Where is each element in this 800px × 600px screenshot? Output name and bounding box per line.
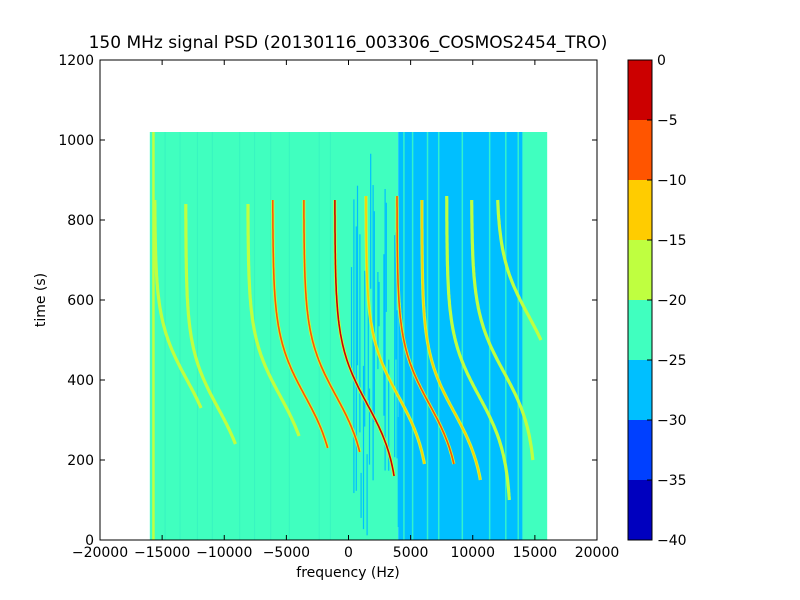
colorbar-tick-label: −40 [657, 533, 687, 549]
noise-streak [461, 132, 464, 540]
noise-streak [196, 132, 198, 540]
x-axis-label: frequency (Hz) [296, 565, 399, 581]
noise-streak [355, 226, 357, 491]
noise-streak [437, 132, 440, 540]
y-tick-label: 600 [67, 293, 94, 309]
colorbar-band [628, 420, 652, 480]
signal-track [445, 196, 511, 501]
colorbar-tick-label: −25 [657, 353, 687, 369]
noise-streak [411, 132, 414, 540]
x-tick-label: −5000 [263, 545, 310, 561]
colorbar-band [628, 120, 652, 180]
colorbar-band [628, 180, 652, 240]
noise-streak [394, 235, 396, 458]
colorbar-tick-label: 0 [657, 53, 666, 69]
signal-track [421, 200, 482, 481]
noise-streak [362, 365, 365, 530]
noise-streak [517, 132, 519, 540]
noise-streak [356, 185, 359, 366]
colorbar-tick-label: −5 [657, 113, 678, 129]
noise-streak [373, 211, 375, 423]
colorbar-band [628, 60, 652, 120]
noise-streak [378, 281, 380, 327]
signal-track [247, 204, 300, 437]
noise-streak [370, 153, 372, 289]
heatmap-data [120, 132, 548, 540]
noise-streak [388, 359, 390, 471]
x-tick-label: 10000 [450, 545, 495, 561]
signal-track [334, 200, 395, 477]
x-tick-label: 20000 [575, 545, 620, 561]
noise-streak [385, 202, 387, 312]
noise-streak [270, 132, 272, 540]
noise-streak [505, 132, 507, 540]
signal-track [470, 200, 534, 461]
colorbar-tick-label: −30 [657, 413, 687, 429]
noise-streak [377, 271, 379, 370]
signal-track [271, 200, 329, 449]
noise-streak [350, 267, 353, 371]
background-region [398, 132, 523, 540]
noise-streak [367, 300, 369, 401]
colorbar: −40 −35 −30 −25 −20 −15 −10 −5 0 [627, 53, 687, 549]
noise-streak [364, 270, 366, 427]
noise-streak [383, 254, 385, 416]
x-tick-label: −20000 [72, 545, 128, 561]
x-tick-label: 0 [344, 545, 353, 561]
y-tick-label: 1000 [58, 133, 94, 149]
y-tick-label: 800 [67, 213, 94, 229]
colorbar-tick-label: −20 [657, 293, 687, 309]
x-tick-label: 5000 [393, 545, 429, 561]
signal-track-halo [120, 316, 144, 364]
colorbar-band [628, 240, 652, 300]
signal-track [496, 199, 542, 341]
signal-track [396, 196, 455, 465]
noise-streak [384, 189, 386, 471]
noise-streak [318, 132, 320, 540]
noise-streak [368, 388, 371, 465]
signal-track [303, 200, 361, 453]
y-tick-label: 400 [67, 373, 94, 389]
noise-streak [239, 132, 241, 540]
y-axis-label: time (s) [33, 273, 49, 327]
colorbar-tick-label: −15 [657, 233, 687, 249]
noise-streak [360, 472, 362, 518]
y-tick-label: 1200 [58, 53, 94, 69]
colorbar-tick-label: −10 [657, 173, 687, 189]
chart-title: 150 MHz signal PSD (20130116_003306_COSM… [89, 33, 608, 53]
x-tick-label: 15000 [513, 545, 558, 561]
y-tick-label: 0 [85, 533, 94, 549]
signal-track [120, 316, 144, 364]
noise-streak [288, 132, 290, 540]
plot-area [120, 132, 548, 540]
noise-streak [211, 132, 213, 540]
x-tick-label: −15000 [134, 545, 190, 561]
background-region [522, 132, 548, 540]
noise-streak [179, 132, 181, 540]
signal-track [365, 196, 426, 465]
colorbar-band [628, 300, 652, 360]
axes: −20000 −15000 −10000 −5000 0 5000 10000 15000 20… [58, 53, 619, 561]
noise-streak [353, 199, 355, 494]
signal-track [154, 200, 202, 409]
noise-streak [395, 232, 397, 360]
noise-streak [329, 132, 331, 540]
background-region [149, 132, 349, 540]
noise-streak [396, 310, 398, 459]
colorbar-band [628, 360, 652, 420]
signal-track [185, 204, 237, 445]
x-tick-label: −10000 [196, 545, 252, 561]
noise-streak [366, 454, 368, 536]
noise-streak [359, 234, 361, 433]
colorbar-band [628, 480, 652, 540]
y-tick-label: 200 [67, 453, 94, 469]
colorbar-tick-label: −35 [657, 473, 687, 489]
noise-streak [488, 132, 491, 540]
